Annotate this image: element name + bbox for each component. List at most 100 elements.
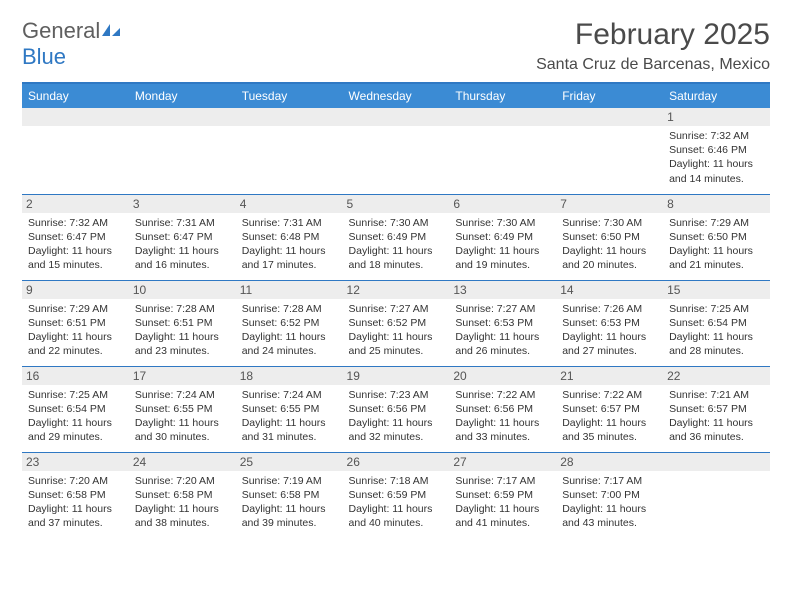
sunrise-text: Sunrise: 7:29 AM [669,216,764,230]
calendar-row: 1Sunrise: 7:32 AMSunset: 6:46 PMDaylight… [22,108,770,194]
day-header: Wednesday [343,83,450,108]
day-number: 3 [129,195,236,213]
calendar-cell: 3Sunrise: 7:31 AMSunset: 6:47 PMDaylight… [129,194,236,280]
daylight-text: Daylight: 11 hours and 35 minutes. [562,416,657,444]
day-number: 23 [22,453,129,471]
sunset-text: Sunset: 6:47 PM [28,230,123,244]
calendar-cell: 4Sunrise: 7:31 AMSunset: 6:48 PMDaylight… [236,194,343,280]
calendar-cell: 15Sunrise: 7:25 AMSunset: 6:54 PMDayligh… [663,280,770,366]
day-number: 9 [22,281,129,299]
day-number: 26 [343,453,450,471]
sunset-text: Sunset: 6:55 PM [135,402,230,416]
daylight-text: Daylight: 11 hours and 15 minutes. [28,244,123,272]
calendar-cell [129,108,236,194]
calendar-cell: 19Sunrise: 7:23 AMSunset: 6:56 PMDayligh… [343,366,450,452]
sunset-text: Sunset: 6:47 PM [135,230,230,244]
calendar-cell [449,108,556,194]
day-number: 4 [236,195,343,213]
sunset-text: Sunset: 6:50 PM [562,230,657,244]
brand-word1: General [22,18,100,43]
sunrise-text: Sunrise: 7:30 AM [455,216,550,230]
calendar-cell: 26Sunrise: 7:18 AMSunset: 6:59 PMDayligh… [343,452,450,538]
sunrise-text: Sunrise: 7:23 AM [349,388,444,402]
daylight-text: Daylight: 11 hours and 30 minutes. [135,416,230,444]
sunrise-text: Sunrise: 7:24 AM [135,388,230,402]
sunrise-text: Sunrise: 7:19 AM [242,474,337,488]
sunrise-text: Sunrise: 7:31 AM [135,216,230,230]
day-number [129,108,236,126]
day-number: 24 [129,453,236,471]
calendar-cell: 18Sunrise: 7:24 AMSunset: 6:55 PMDayligh… [236,366,343,452]
sunset-text: Sunset: 6:59 PM [349,488,444,502]
sunrise-text: Sunrise: 7:30 AM [562,216,657,230]
day-number [449,108,556,126]
calendar-cell: 1Sunrise: 7:32 AMSunset: 6:46 PMDaylight… [663,108,770,194]
daylight-text: Daylight: 11 hours and 37 minutes. [28,502,123,530]
calendar-cell [343,108,450,194]
calendar-cell: 27Sunrise: 7:17 AMSunset: 6:59 PMDayligh… [449,452,556,538]
daylight-text: Daylight: 11 hours and 25 minutes. [349,330,444,358]
day-number: 28 [556,453,663,471]
sunrise-text: Sunrise: 7:20 AM [28,474,123,488]
calendar-cell: 17Sunrise: 7:24 AMSunset: 6:55 PMDayligh… [129,366,236,452]
daylight-text: Daylight: 11 hours and 14 minutes. [669,157,764,185]
sunrise-text: Sunrise: 7:20 AM [135,474,230,488]
day-number: 27 [449,453,556,471]
day-number [663,453,770,471]
sunset-text: Sunset: 6:49 PM [455,230,550,244]
calendar-cell: 10Sunrise: 7:28 AMSunset: 6:51 PMDayligh… [129,280,236,366]
calendar-cell: 9 Sunrise: 7:29 AMSunset: 6:51 PMDaylight… [22,280,129,366]
daylight-text: Daylight: 11 hours and 19 minutes. [455,244,550,272]
calendar-cell: 7Sunrise: 7:30 AMSunset: 6:50 PMDaylight… [556,194,663,280]
sunset-text: Sunset: 6:57 PM [562,402,657,416]
day-number [22,108,129,126]
location: Santa Cruz de Barcenas, Mexico [536,56,770,74]
sunrise-text: Sunrise: 7:26 AM [562,302,657,316]
calendar-cell [556,108,663,194]
day-number: 19 [343,367,450,385]
sunrise-text: Sunrise: 7:22 AM [562,388,657,402]
calendar-cell: 24Sunrise: 7:20 AMSunset: 6:58 PMDayligh… [129,452,236,538]
sunrise-text: Sunrise: 7:29 AM [28,302,123,316]
day-header: Thursday [449,83,556,108]
sunset-text: Sunset: 6:51 PM [28,316,123,330]
calendar-cell: 11Sunrise: 7:28 AMSunset: 6:52 PMDayligh… [236,280,343,366]
daylight-text: Daylight: 11 hours and 21 minutes. [669,244,764,272]
sunset-text: Sunset: 6:58 PM [28,488,123,502]
day-header: Monday [129,83,236,108]
sunset-text: Sunset: 6:55 PM [242,402,337,416]
calendar-cell: 20Sunrise: 7:22 AMSunset: 6:56 PMDayligh… [449,366,556,452]
day-number: 20 [449,367,556,385]
sunset-text: Sunset: 6:57 PM [669,402,764,416]
daylight-text: Daylight: 11 hours and 43 minutes. [562,502,657,530]
sunrise-text: Sunrise: 7:28 AM [135,302,230,316]
calendar-cell: 28Sunrise: 7:17 AMSunset: 7:00 PMDayligh… [556,452,663,538]
calendar-cell: 23 Sunrise: 7:20 AMSunset: 6:58 PMDayligh… [22,452,129,538]
calendar-cell: 16Sunrise: 7:25 AMSunset: 6:54 PMDayligh… [22,366,129,452]
sunset-text: Sunset: 6:51 PM [135,316,230,330]
calendar-cell [663,452,770,538]
sunrise-text: Sunrise: 7:18 AM [349,474,444,488]
month-title: February 2025 [536,18,770,52]
daylight-text: Daylight: 11 hours and 26 minutes. [455,330,550,358]
daylight-text: Daylight: 11 hours and 24 minutes. [242,330,337,358]
daylight-text: Daylight: 11 hours and 22 minutes. [28,330,123,358]
day-number: 5 [343,195,450,213]
day-header: Tuesday [236,83,343,108]
sunrise-text: Sunrise: 7:30 AM [349,216,444,230]
day-number: 8 [663,195,770,213]
calendar-cell: 21Sunrise: 7:22 AMSunset: 6:57 PMDayligh… [556,366,663,452]
daylight-text: Daylight: 11 hours and 17 minutes. [242,244,337,272]
sunset-text: Sunset: 6:56 PM [349,402,444,416]
header: General Blue February 2025 Santa Cruz de… [22,18,770,74]
title-block: February 2025 Santa Cruz de Barcenas, Me… [536,18,770,74]
calendar-cell: 13Sunrise: 7:27 AMSunset: 6:53 PMDayligh… [449,280,556,366]
day-header: Sunday [22,83,129,108]
calendar-cell: 22Sunrise: 7:21 AMSunset: 6:57 PMDayligh… [663,366,770,452]
sunset-text: Sunset: 6:58 PM [135,488,230,502]
sunrise-text: Sunrise: 7:25 AM [669,302,764,316]
daylight-text: Daylight: 11 hours and 39 minutes. [242,502,337,530]
sunrise-text: Sunrise: 7:27 AM [455,302,550,316]
sunrise-text: Sunrise: 7:25 AM [28,388,123,402]
daylight-text: Daylight: 11 hours and 28 minutes. [669,330,764,358]
